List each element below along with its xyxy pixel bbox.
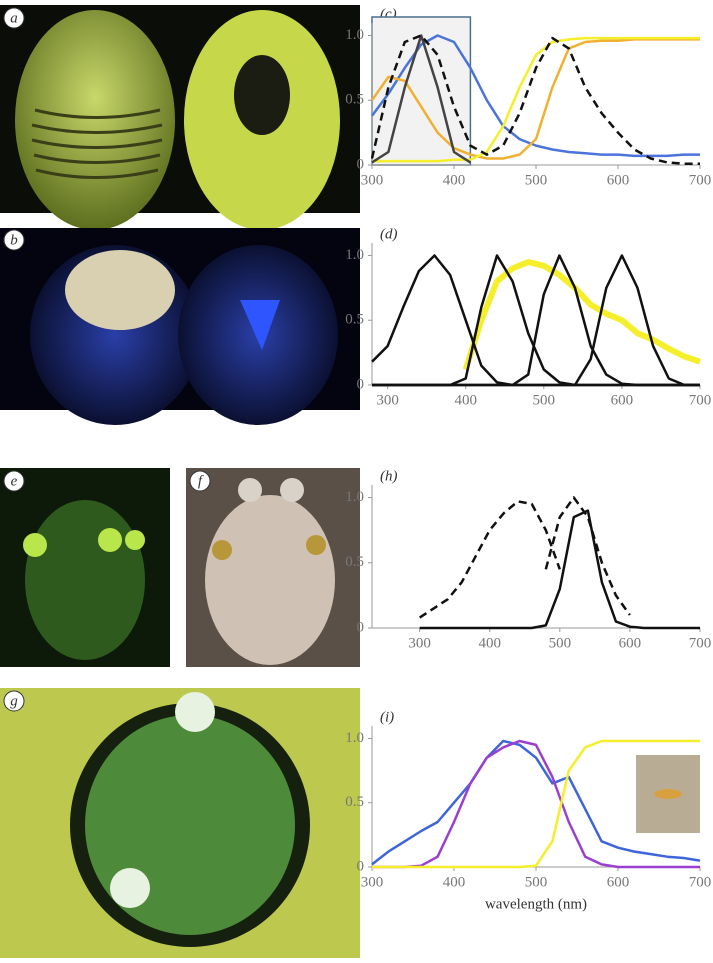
y-tick-label: 0.5 <box>345 92 364 108</box>
chart-title: (d) <box>380 226 398 242</box>
y-tick-label: 0 <box>357 376 365 392</box>
photo-e <box>0 468 170 667</box>
series-line <box>371 254 700 387</box>
panel-label-badge <box>3 7 25 29</box>
chart-title: (i) <box>380 709 394 725</box>
photo-a <box>0 5 360 230</box>
y-tick-label: 1.0 <box>345 730 364 746</box>
series-line <box>372 36 700 163</box>
series-line <box>419 500 561 619</box>
series-line <box>371 34 472 164</box>
chart-title: (h) <box>380 468 398 484</box>
y-tick-label: 0.5 <box>345 312 364 328</box>
panel-label: e <box>11 473 18 489</box>
series-line <box>419 509 700 630</box>
photo-g <box>0 688 360 958</box>
x-tick-label: 700 <box>689 874 712 890</box>
x-tick-label: 400 <box>454 392 477 408</box>
series-line <box>372 254 700 387</box>
x-tick-label: 400 <box>443 874 466 890</box>
panel-label: b <box>10 232 18 248</box>
x-axis-label: wavelength (nm) <box>485 896 587 912</box>
panel-label-badge <box>3 470 25 492</box>
series-line <box>370 34 700 165</box>
series-line <box>372 254 700 387</box>
x-tick-label: 700 <box>689 172 712 188</box>
y-tick-label: 1.0 <box>345 27 364 43</box>
x-tick-label: 600 <box>619 635 642 651</box>
y-tick-label: 0 <box>357 858 365 874</box>
series-line <box>371 739 701 866</box>
panel-label: f <box>198 473 204 489</box>
x-tick-label: 500 <box>525 172 548 188</box>
panel-label: a <box>10 10 18 26</box>
x-tick-label: 600 <box>607 874 630 890</box>
x-tick-label: 700 <box>689 392 712 408</box>
series-line <box>462 259 701 371</box>
x-tick-label: 500 <box>525 874 548 890</box>
inset-spot <box>654 789 682 799</box>
series-line <box>544 496 631 616</box>
panel-label: g <box>10 693 18 709</box>
y-tick-label: 0.5 <box>345 554 364 570</box>
photo-f <box>186 468 360 667</box>
panel-label-badge <box>3 690 25 712</box>
y-tick-label: 1.0 <box>345 489 364 505</box>
panel-label-badge <box>3 229 25 251</box>
x-tick-label: 400 <box>478 635 501 651</box>
series-line <box>372 254 700 387</box>
x-tick-label: 600 <box>611 392 634 408</box>
y-tick-label: 1.0 <box>345 247 364 263</box>
x-tick-label: 500 <box>533 392 556 408</box>
y-tick-label: 0 <box>357 619 365 635</box>
series-line <box>370 38 700 160</box>
x-tick-label: 300 <box>361 874 384 890</box>
x-tick-label: 400 <box>443 172 466 188</box>
x-tick-label: 700 <box>689 635 712 651</box>
y-tick-label: 0 <box>357 156 365 172</box>
x-tick-label: 300 <box>376 392 399 408</box>
x-tick-label: 300 <box>408 635 431 651</box>
panel-label-badge <box>189 470 211 492</box>
x-tick-label: 300 <box>361 172 384 188</box>
series-line <box>372 739 700 869</box>
y-tick-label: 0.5 <box>345 794 364 810</box>
series-line <box>372 739 700 869</box>
photo-b <box>0 228 360 425</box>
x-tick-label: 500 <box>549 635 572 651</box>
x-tick-label: 600 <box>607 172 630 188</box>
